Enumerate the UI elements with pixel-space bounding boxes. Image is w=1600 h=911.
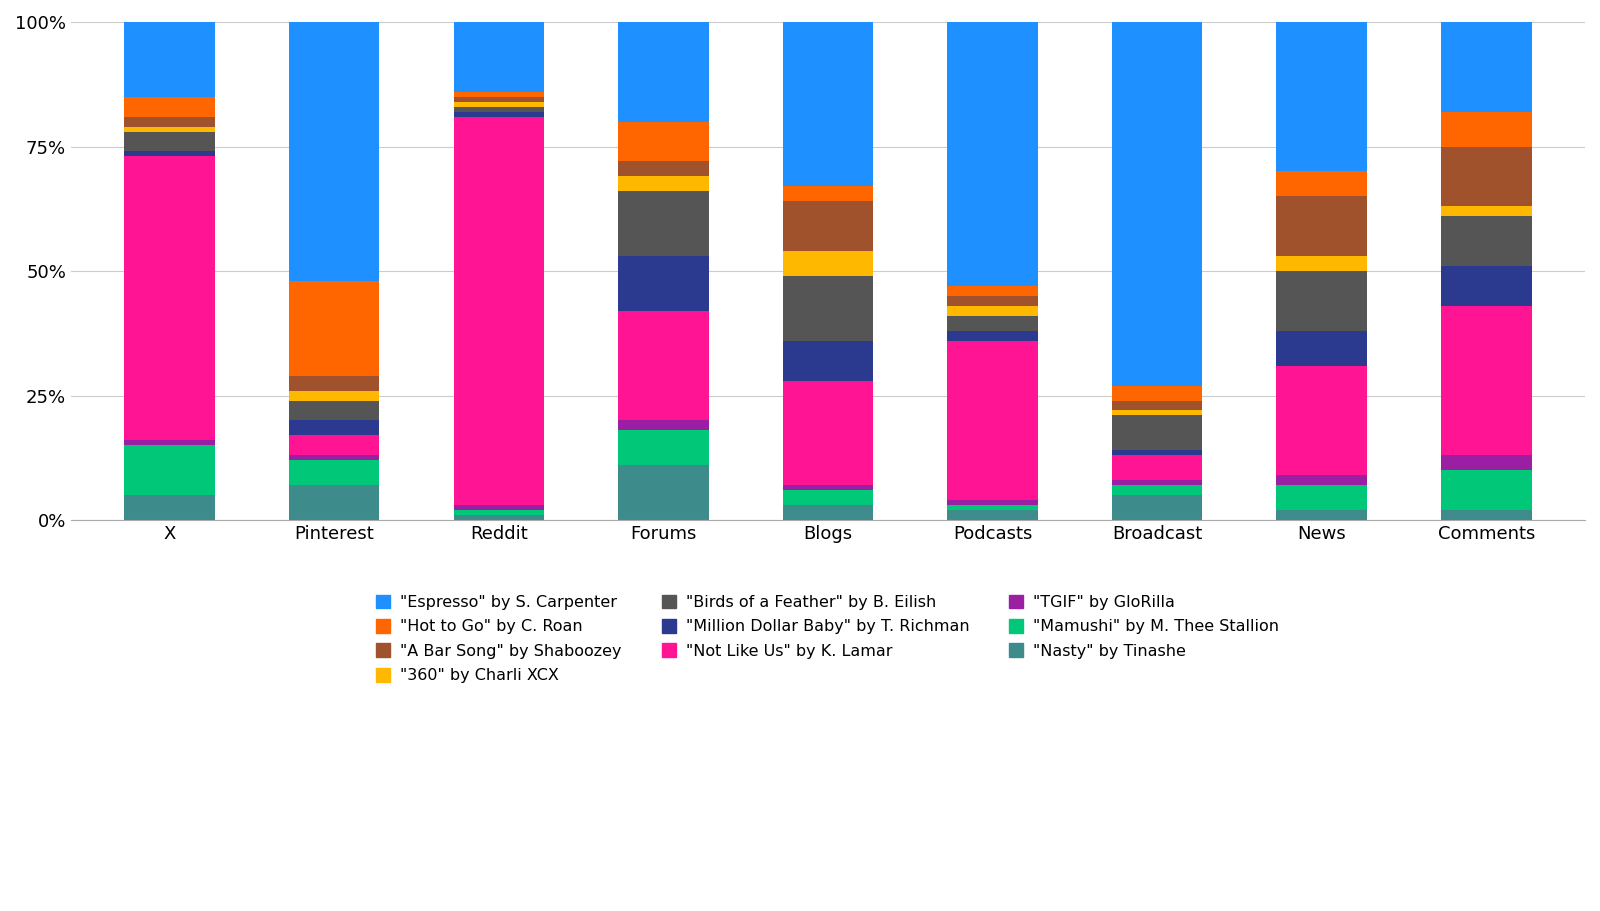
Bar (125, 496, 214, 520)
Bar (290, 391, 379, 401)
Bar (125, 22, 214, 97)
Bar (947, 306, 1038, 316)
Bar (1442, 470, 1531, 510)
Bar (453, 510, 544, 515)
Bar (290, 421, 379, 435)
Bar (125, 151, 214, 157)
Bar (618, 161, 709, 177)
Bar (947, 316, 1038, 331)
Bar (1112, 22, 1202, 385)
Bar (1277, 196, 1366, 256)
Bar (125, 157, 214, 440)
Bar (453, 505, 544, 510)
Bar (782, 201, 874, 251)
Bar (782, 22, 874, 187)
Bar (1112, 486, 1202, 496)
Bar (1277, 510, 1366, 520)
Bar (618, 311, 709, 421)
Bar (1277, 476, 1366, 486)
Bar (782, 341, 874, 381)
Bar (453, 515, 544, 520)
Bar (453, 92, 544, 97)
Bar (1277, 365, 1366, 476)
Bar (947, 22, 1038, 286)
Bar (1112, 456, 1202, 480)
Bar (618, 22, 709, 121)
Bar (1112, 401, 1202, 411)
Bar (1277, 256, 1366, 271)
Bar (290, 456, 379, 460)
Bar (782, 251, 874, 276)
Bar (1442, 112, 1531, 147)
Bar (125, 445, 214, 496)
Bar (290, 281, 379, 375)
Legend: "Espresso" by S. Carpenter, "Hot to Go" by C. Roan, "A Bar Song" by Shaboozey, ": "Espresso" by S. Carpenter, "Hot to Go" … (370, 588, 1286, 690)
Bar (1277, 22, 1366, 171)
Bar (618, 121, 709, 161)
Bar (1277, 486, 1366, 510)
Bar (453, 102, 544, 107)
Bar (947, 500, 1038, 505)
Bar (1112, 411, 1202, 415)
Bar (618, 466, 709, 520)
Bar (125, 127, 214, 131)
Bar (1442, 510, 1531, 520)
Bar (453, 22, 544, 92)
Bar (1112, 385, 1202, 401)
Bar (947, 510, 1038, 520)
Bar (618, 191, 709, 256)
Bar (290, 375, 379, 391)
Bar (453, 112, 544, 117)
Bar (1442, 147, 1531, 206)
Bar (125, 440, 214, 445)
Bar (782, 486, 874, 490)
Bar (290, 22, 379, 281)
Bar (453, 107, 544, 112)
Bar (947, 331, 1038, 341)
Bar (618, 256, 709, 311)
Bar (782, 381, 874, 486)
Bar (947, 505, 1038, 510)
Bar (1442, 216, 1531, 266)
Bar (947, 286, 1038, 296)
Bar (1442, 456, 1531, 470)
Bar (125, 97, 214, 117)
Bar (1277, 331, 1366, 365)
Bar (1112, 450, 1202, 456)
Bar (618, 430, 709, 466)
Bar (290, 435, 379, 456)
Bar (1277, 271, 1366, 331)
Bar (290, 460, 379, 486)
Bar (1442, 306, 1531, 456)
Bar (125, 131, 214, 151)
Bar (290, 401, 379, 421)
Bar (782, 490, 874, 505)
Bar (1112, 415, 1202, 450)
Bar (453, 117, 544, 505)
Bar (618, 421, 709, 430)
Bar (1277, 171, 1366, 196)
Bar (782, 505, 874, 520)
Bar (1112, 496, 1202, 520)
Bar (618, 177, 709, 191)
Bar (1442, 206, 1531, 216)
Bar (1112, 480, 1202, 486)
Bar (1442, 22, 1531, 112)
Bar (782, 187, 874, 201)
Bar (947, 296, 1038, 306)
Bar (290, 486, 379, 520)
Bar (125, 117, 214, 127)
Bar (1442, 266, 1531, 306)
Bar (782, 276, 874, 341)
Bar (947, 341, 1038, 500)
Bar (453, 97, 544, 102)
